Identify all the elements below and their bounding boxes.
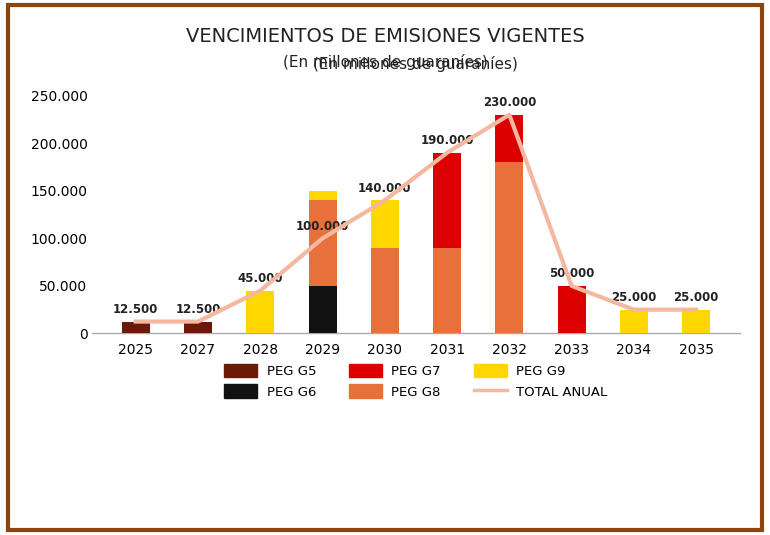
Bar [246, 291, 274, 333]
Text: VENCIMIENTOS DE EMISIONES VIGENTES: VENCIMIENTOS DE EMISIONES VIGENTES [186, 27, 584, 46]
Text: 190.000: 190.000 [420, 134, 474, 147]
Bar [309, 286, 336, 333]
Legend: PEG G5, PEG G6, PEG G7, PEG G8, PEG G9, TOTAL ANUAL: PEG G5, PEG G6, PEG G7, PEG G8, PEG G9, … [219, 358, 613, 404]
TOTAL ANUAL [131, 318, 140, 325]
Text: 12.500: 12.500 [113, 303, 159, 316]
Bar [495, 162, 524, 333]
Bar [184, 322, 212, 333]
Text: 140.000: 140.000 [358, 181, 411, 195]
Bar [309, 191, 336, 200]
Text: (En millones de guaraníes): (En millones de guaraníes) [283, 54, 487, 70]
Bar [495, 114, 524, 162]
TOTAL ANUAL [691, 307, 701, 313]
Text: 25.000: 25.000 [674, 291, 719, 304]
TOTAL ANUAL [443, 150, 452, 156]
Text: 12.500: 12.500 [176, 303, 221, 316]
Bar [682, 310, 710, 333]
Text: 25.000: 25.000 [611, 291, 657, 304]
TOTAL ANUAL [256, 287, 265, 294]
Bar [309, 200, 336, 286]
Bar [371, 248, 399, 333]
TOTAL ANUAL [193, 318, 203, 325]
TOTAL ANUAL [380, 197, 390, 203]
Line: TOTAL ANUAL: TOTAL ANUAL [136, 114, 696, 322]
TOTAL ANUAL [318, 235, 327, 242]
TOTAL ANUAL [504, 111, 514, 118]
Bar [557, 286, 586, 333]
Bar [433, 153, 461, 248]
Bar [433, 248, 461, 333]
Text: 230.000: 230.000 [483, 96, 536, 109]
Bar [122, 322, 149, 333]
Text: 100.000: 100.000 [296, 220, 350, 233]
Bar [371, 200, 399, 248]
Text: 45.000: 45.000 [237, 272, 283, 285]
TOTAL ANUAL [567, 282, 576, 289]
Bar [620, 310, 648, 333]
Text: 50.000: 50.000 [549, 267, 594, 280]
TOTAL ANUAL [629, 307, 638, 313]
Text: (En millones de guaraníes): (En millones de guaraníes) [313, 56, 518, 72]
